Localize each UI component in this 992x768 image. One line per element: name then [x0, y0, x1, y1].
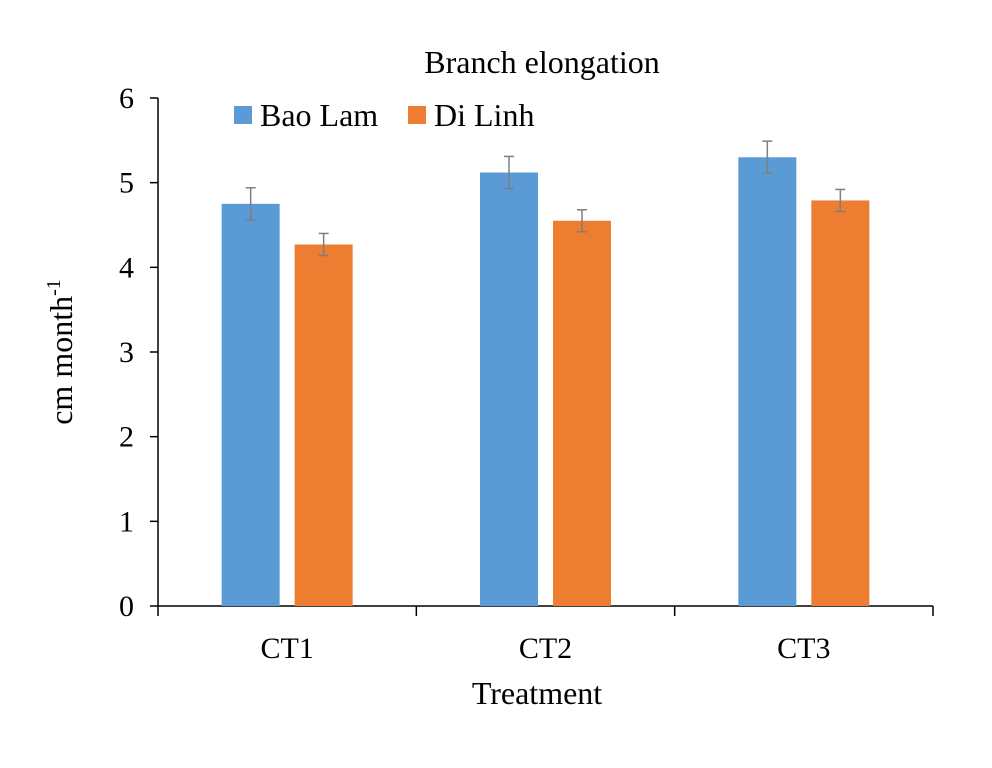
x-tick-label: CT2 [519, 632, 572, 665]
legend-swatch [408, 106, 426, 124]
y-tick-label: 1 [119, 505, 134, 538]
y-tick-label: 5 [119, 167, 134, 200]
y-tick-label: 3 [119, 336, 134, 369]
y-tick-label: 6 [119, 82, 134, 115]
legend-swatch [234, 106, 252, 124]
y-axis-label-main: cm month [43, 296, 79, 425]
y-axis-label: cm month-1 [43, 279, 79, 425]
bar-bao-lam-ct3 [738, 157, 797, 606]
x-tick-label: CT1 [260, 632, 313, 665]
chart-title: Branch elongation [424, 44, 659, 80]
y-axis-label-superscript: -1 [43, 279, 65, 296]
legend-label: Di Linh [434, 97, 534, 133]
bar-bao-lam-ct1 [221, 203, 280, 607]
bar-di-linh-ct2 [553, 220, 611, 606]
y-tick-label: 0 [119, 590, 134, 623]
y-tick-label: 4 [119, 251, 134, 284]
legend: Bao Lam Di Linh [234, 97, 534, 133]
legend-label: Bao Lam [260, 97, 378, 133]
x-axis-label: Treatment [472, 675, 602, 711]
error-bars [245, 140, 846, 257]
bars [221, 157, 870, 607]
bar-di-linh-ct3 [811, 200, 870, 607]
bar-di-linh-ct1 [294, 244, 353, 606]
bar-bao-lam-ct2 [480, 172, 538, 607]
x-axis: CT1 CT2 CT3 [157, 605, 934, 665]
x-tick-label: CT3 [777, 632, 830, 665]
y-axis: 0 1 2 3 4 5 6 [119, 82, 159, 623]
y-tick-label: 2 [119, 421, 134, 454]
